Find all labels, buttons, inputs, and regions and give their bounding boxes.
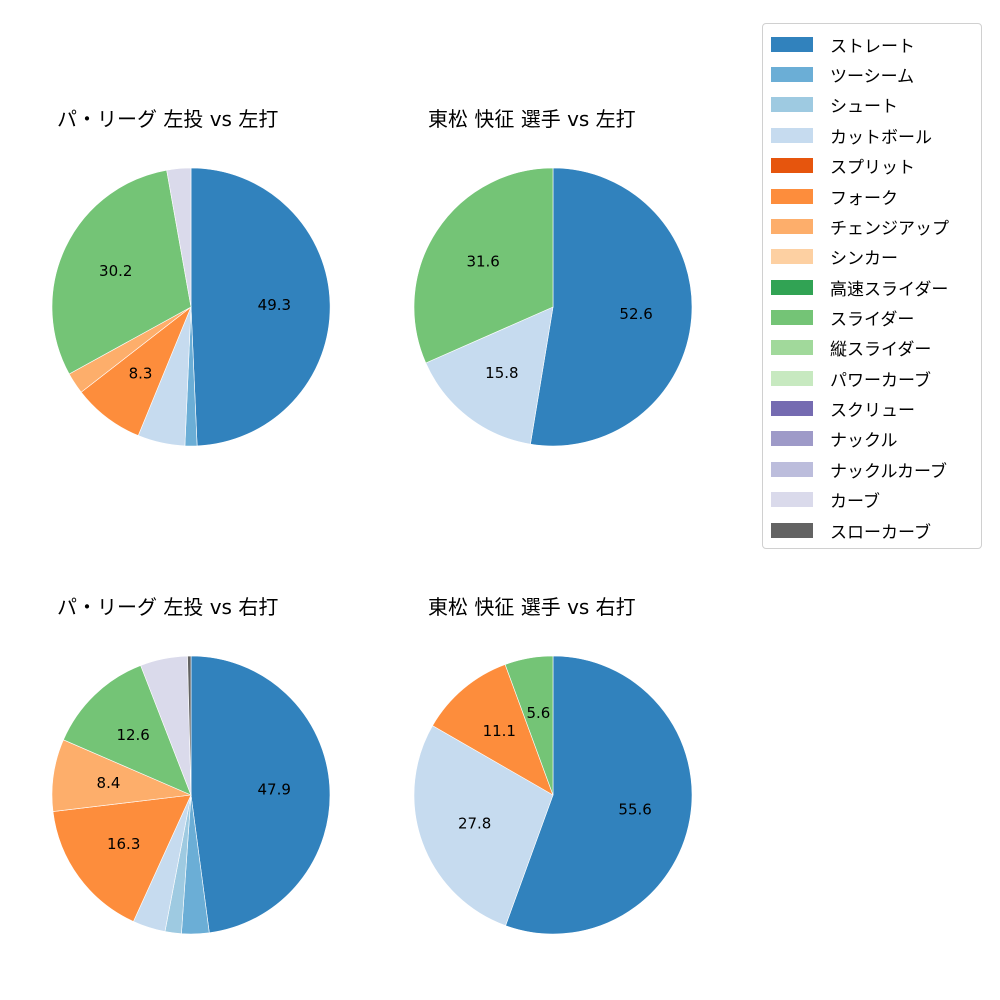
legend-item: ナックル <box>771 426 898 451</box>
legend-swatch <box>771 279 813 295</box>
pie-slice <box>63 665 192 796</box>
legend-label: シュート <box>830 96 898 117</box>
pie-slice <box>504 655 554 796</box>
legend-label: フォーク <box>830 188 898 209</box>
pie-slice <box>530 167 693 447</box>
pie-slice <box>166 167 192 308</box>
slice-value-label: 30.2 <box>99 262 132 280</box>
legend-swatch <box>771 461 813 477</box>
legend-swatch <box>771 339 813 355</box>
legend-label: チェンジアップ <box>830 218 949 239</box>
legend-swatch <box>771 188 813 204</box>
legend-item: スライダー <box>771 305 915 330</box>
slice-value-label: 52.6 <box>619 305 652 323</box>
slice-value-label: 16.3 <box>107 835 140 853</box>
legend-item: 縦スライダー <box>771 335 932 360</box>
chart-title: 東松 快征 選手 vs 左打 <box>428 107 636 131</box>
legend-label: ナックル <box>830 430 898 451</box>
legend-swatch <box>771 96 813 112</box>
legend-swatch <box>771 127 813 143</box>
legend-label: 縦スライダー <box>830 339 932 360</box>
slice-value-label: 8.3 <box>129 364 153 382</box>
pie-slice <box>51 169 192 375</box>
pie-slice <box>413 167 554 364</box>
pie-slice <box>190 655 331 934</box>
legend-swatch <box>771 66 813 82</box>
legend-swatch <box>771 522 813 538</box>
slice-value-label: 15.8 <box>485 364 518 382</box>
legend-item: スローカーブ <box>771 518 931 543</box>
slice-value-label: 11.1 <box>483 722 516 740</box>
legend-item: スプリット <box>771 153 915 178</box>
slice-value-label: 49.3 <box>258 296 291 314</box>
legend-item: ナックルカーブ <box>771 457 947 482</box>
slice-value-label: 5.6 <box>526 704 550 722</box>
legend-swatch <box>771 430 813 446</box>
chart-title: パ・リーグ 左投 vs 右打 <box>57 595 279 619</box>
legend-swatch <box>771 36 813 52</box>
legend-swatch <box>771 218 813 234</box>
legend-label: カーブ <box>830 491 880 512</box>
legend-swatch <box>771 370 813 386</box>
legend-swatch <box>771 157 813 173</box>
pie-slice <box>505 655 693 935</box>
legend-label: パワーカーブ <box>830 370 931 391</box>
legend-label: スプリット <box>830 157 915 178</box>
legend-swatch <box>771 491 813 507</box>
legend-label: ストレート <box>830 36 915 57</box>
legend-swatch <box>771 400 813 416</box>
legend-label: カットボール <box>830 127 932 148</box>
legend-item: パワーカーブ <box>771 366 931 391</box>
legend-item: カットボール <box>771 123 932 148</box>
legend-item: チェンジアップ <box>771 214 949 239</box>
legend-label: スライダー <box>830 309 915 330</box>
slice-value-label: 8.4 <box>97 774 121 792</box>
slice-value-label: 31.6 <box>466 252 499 270</box>
legend-item: 高速スライダー <box>771 275 949 300</box>
pie-slice <box>52 794 192 922</box>
legend-item: シンカー <box>771 244 898 269</box>
slice-value-label: 55.6 <box>618 800 651 818</box>
legend-item: ストレート <box>771 32 915 57</box>
legend-item: ツーシーム <box>771 62 915 87</box>
pie-slice <box>190 167 331 447</box>
chart-title: 東松 快征 選手 vs 右打 <box>428 595 636 619</box>
legend-swatch <box>771 309 813 325</box>
legend-label: 高速スライダー <box>830 279 949 300</box>
legend-item: カーブ <box>771 487 880 512</box>
chart-title: パ・リーグ 左投 vs 左打 <box>57 107 279 131</box>
slice-value-label: 27.8 <box>458 815 491 833</box>
legend-item: シュート <box>771 92 898 117</box>
legend-label: ナックルカーブ <box>830 461 947 482</box>
legend-label: ツーシーム <box>830 66 915 87</box>
pie-slice <box>187 655 192 796</box>
pie-slice <box>432 664 554 796</box>
legend-label: スローカーブ <box>830 522 931 543</box>
pie-slice <box>425 306 554 445</box>
legend-item: スクリュー <box>771 396 915 421</box>
legend-item: フォーク <box>771 184 898 209</box>
pie-slice <box>413 725 554 927</box>
legend: ストレート ツーシーム シュート カットボール スプリット フォーク チェンジア… <box>762 23 982 549</box>
slice-value-label: 12.6 <box>116 726 149 744</box>
legend-label: スクリュー <box>830 400 915 421</box>
legend-label: シンカー <box>830 248 898 269</box>
slice-value-label: 47.9 <box>258 781 291 799</box>
legend-swatch <box>771 248 813 264</box>
